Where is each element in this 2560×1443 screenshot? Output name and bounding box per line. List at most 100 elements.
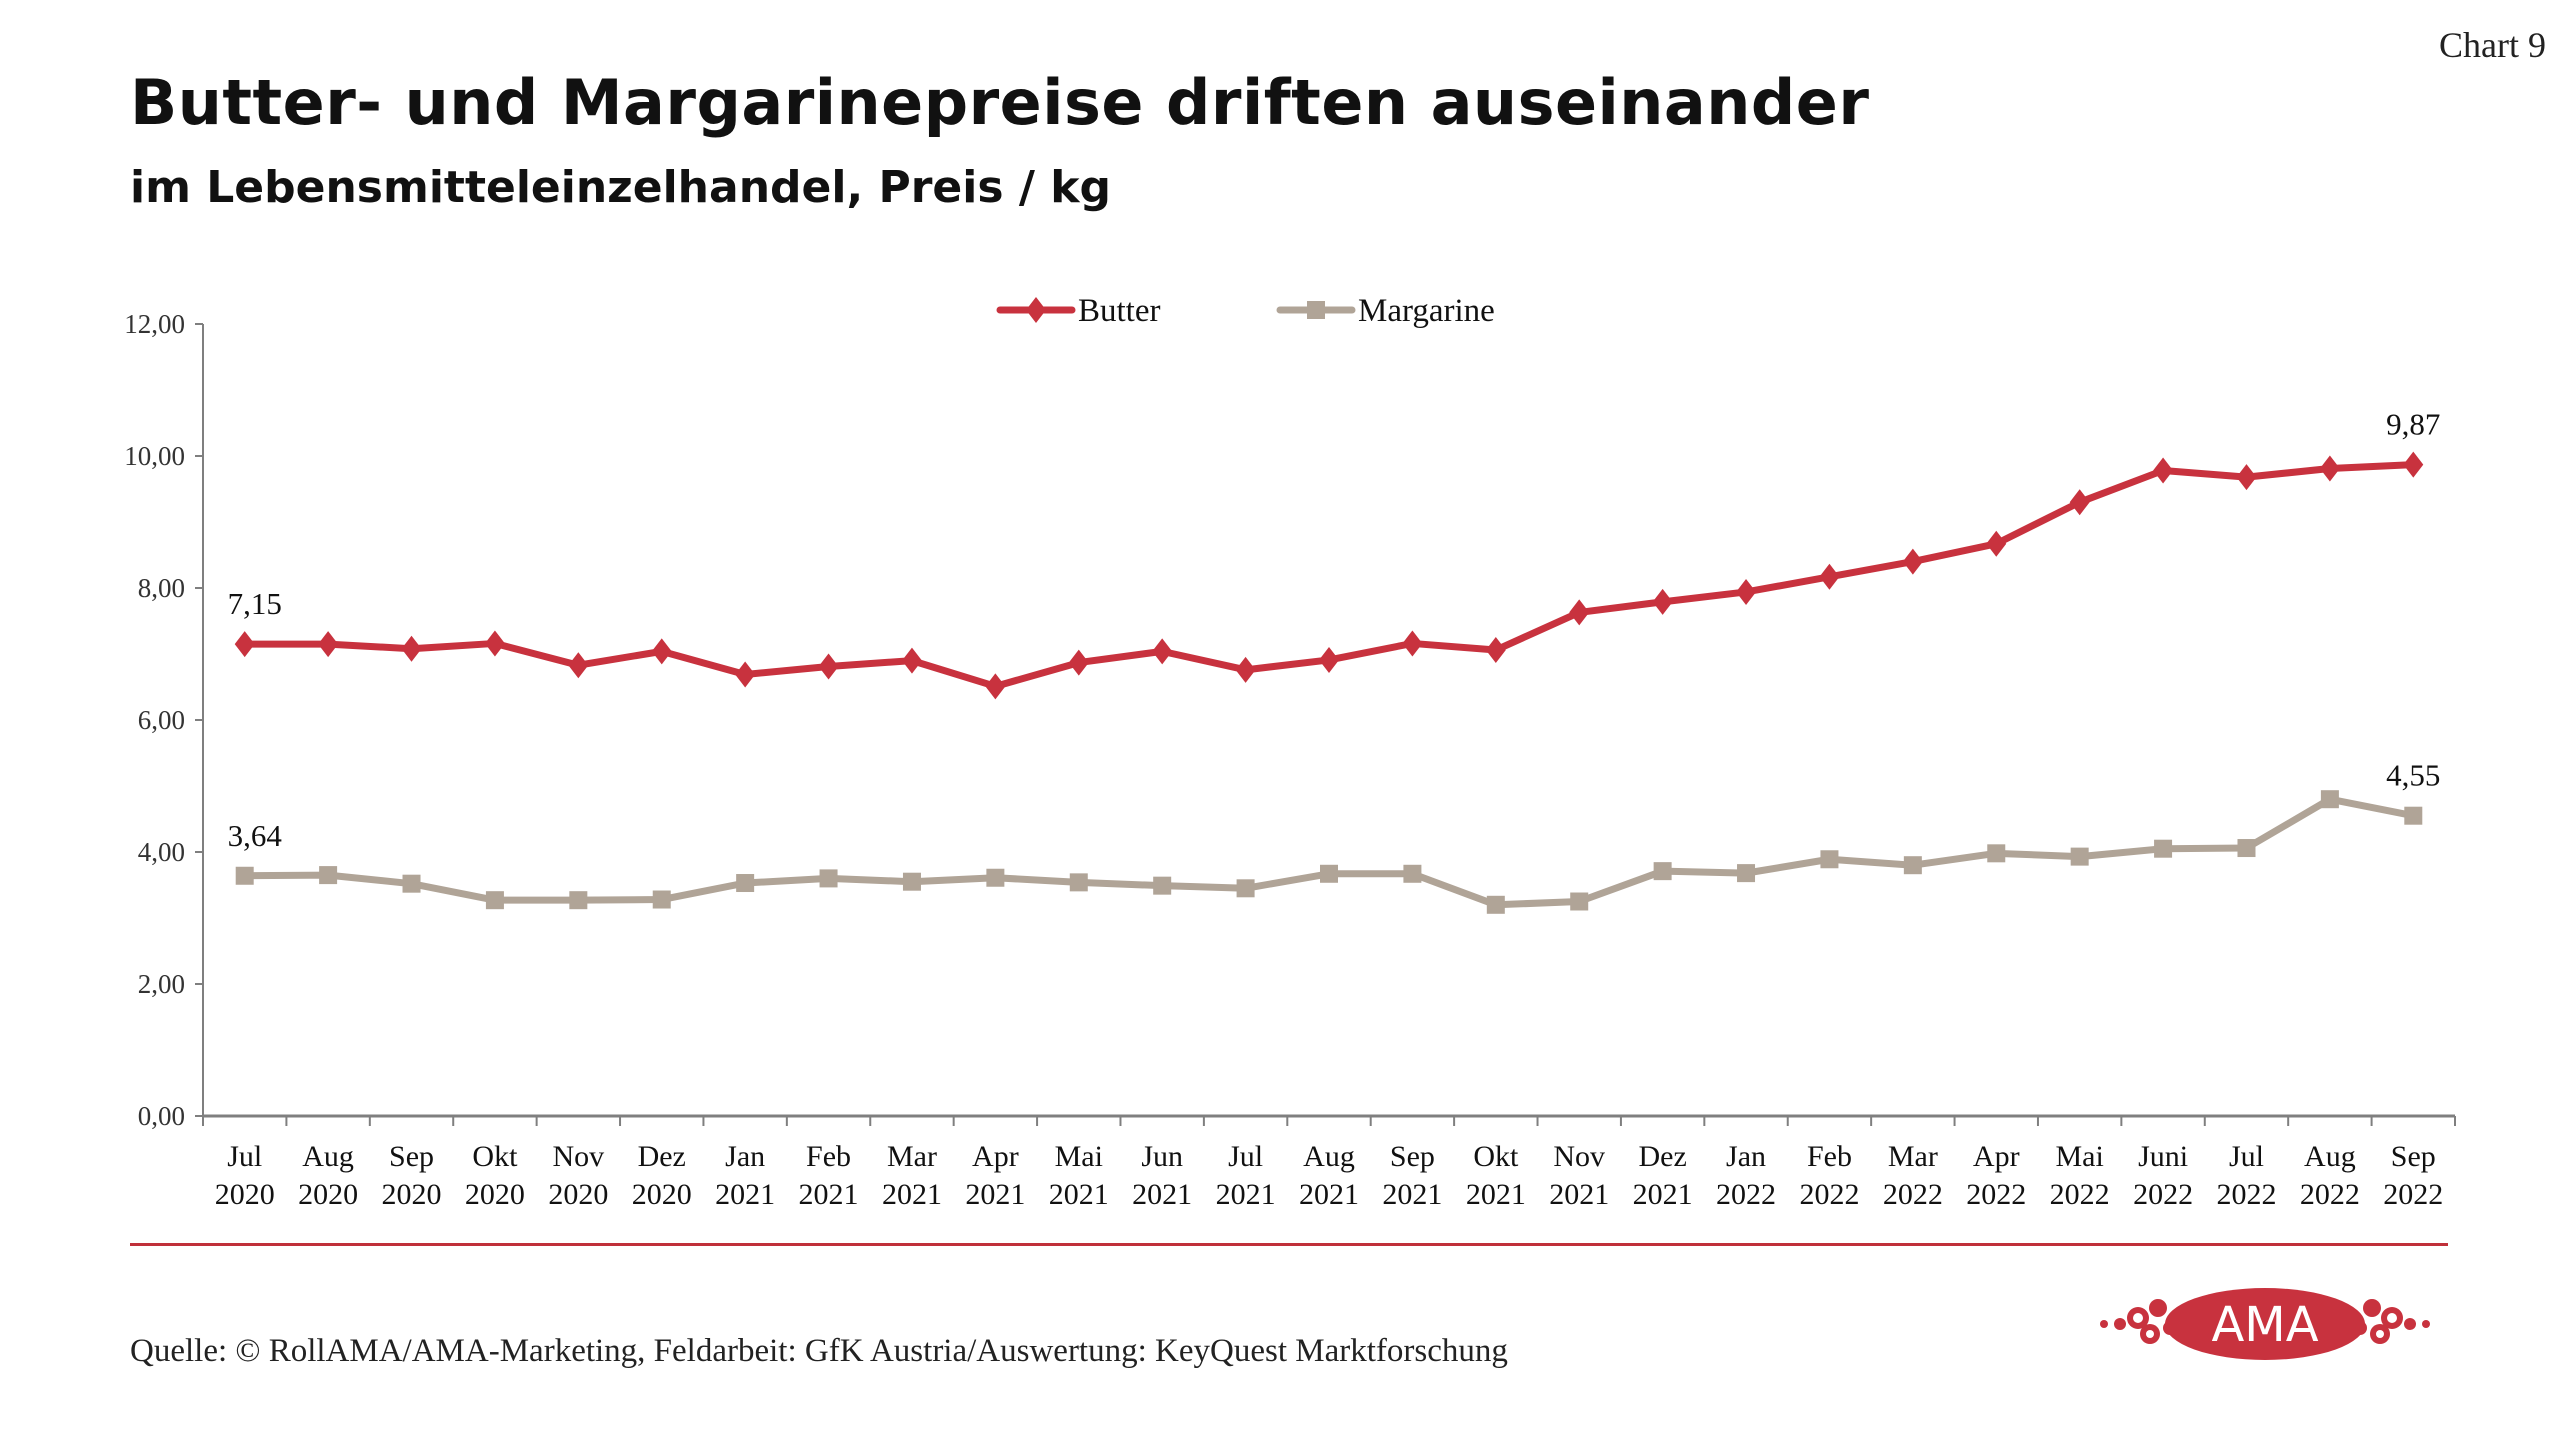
butter-point <box>1152 638 1173 665</box>
butter-point <box>1319 646 1339 673</box>
margarine-point <box>1153 876 1172 895</box>
x-tick-label-month: Nov <box>552 1140 604 1173</box>
legend: Butter Margarine <box>996 293 1495 329</box>
x-tick-label-year: 2022 <box>2133 1178 2193 1211</box>
x-tick-label-month: Jul <box>1228 1140 1263 1173</box>
margarine-point <box>1403 864 1422 883</box>
margarine-point <box>485 891 504 910</box>
butter-point <box>2236 464 2257 491</box>
butter-point <box>1485 637 1506 664</box>
x-tick-label-month: Dez <box>1638 1140 1686 1173</box>
butter-point <box>318 631 339 658</box>
x-tick-label-year: 2021 <box>1299 1178 1359 1211</box>
margarine-point <box>1737 864 1756 883</box>
butter-point <box>1902 548 1923 575</box>
footer-divider <box>130 1243 2448 1246</box>
y-tick-label: 6,00 <box>138 705 185 735</box>
x-tick-label-year: 2020 <box>465 1178 525 1211</box>
margarine-point <box>1236 879 1255 898</box>
butter-point <box>1569 599 1590 626</box>
x-tick-label-year: 2021 <box>1633 1178 1693 1211</box>
legend-label: Butter <box>1078 293 1160 329</box>
x-axis: Jul 2020 Aug 2020 Sep 2020 Okt 2020 Nov 2020 Dez 20… <box>202 1114 2456 1211</box>
data-label: 7,15 <box>228 586 282 621</box>
butter-point <box>818 653 839 680</box>
x-tick-label-month: Jun <box>1141 1140 1183 1173</box>
margarine-point <box>2404 806 2423 825</box>
butter-point <box>2069 489 2090 516</box>
margarine-point <box>235 866 254 885</box>
logo-text: AMA <box>2211 1297 2318 1353</box>
margarine-point <box>2154 839 2173 858</box>
butter-point <box>901 647 922 674</box>
x-tick-label-year: 2022 <box>2300 1178 2360 1211</box>
x-tick-label-year: 2020 <box>298 1178 358 1211</box>
x-tick-label-year: 2021 <box>965 1178 1025 1211</box>
data-label: 4,55 <box>2386 758 2440 793</box>
x-tick-label-year: 2020 <box>632 1178 692 1211</box>
butter-point <box>2403 451 2424 478</box>
x-tick-label-month: Aug <box>1303 1140 1355 1173</box>
butter-point <box>234 631 255 658</box>
legend-marker-icon <box>1307 301 1325 319</box>
x-tick-label-year: 2022 <box>1966 1178 2026 1211</box>
source-note: Quelle: © RollAMA/AMA-Marketing, Feldarb… <box>130 1333 1508 1369</box>
x-tick-label-month: Sep <box>389 1140 434 1173</box>
butter-point <box>484 630 505 657</box>
x-tick-label-month: Jul <box>227 1140 262 1173</box>
x-tick-label-month: Aug <box>2304 1140 2356 1173</box>
butter-point <box>1652 588 1673 615</box>
x-tick-label-year: 2022 <box>1799 1178 1859 1211</box>
margarine-point <box>902 872 921 891</box>
x-tick-label-year: 2021 <box>715 1178 775 1211</box>
margarine-point <box>1903 856 1922 875</box>
x-tick-label-year: 2021 <box>1049 1178 1109 1211</box>
margarine-point <box>1987 844 2006 863</box>
x-tick-label-month: Apr <box>1973 1140 2020 1173</box>
legend-marker-icon <box>1026 297 1046 323</box>
butter-point <box>401 635 422 662</box>
butter-point <box>985 673 1006 700</box>
x-tick-label-year: 2022 <box>1883 1178 1943 1211</box>
y-tick-label: 10,00 <box>124 441 185 471</box>
series-layer: 7,15 9,87 3,64 4,55 <box>228 407 2440 914</box>
margarine-point <box>569 891 588 910</box>
x-tick-label-month: Aug <box>302 1140 354 1173</box>
x-tick-label-month: Mar <box>887 1140 937 1173</box>
x-tick-label-month: Mar <box>1888 1140 1938 1173</box>
butter-point <box>1736 578 1757 605</box>
x-tick-label-month: Sep <box>2391 1140 2436 1173</box>
margarine-point <box>2237 839 2256 858</box>
x-tick-label-year: 2020 <box>382 1178 442 1211</box>
x-tick-label-year: 2021 <box>799 1178 859 1211</box>
x-tick-label-month: Jan <box>1726 1140 1766 1173</box>
x-tick-label-month: Nov <box>1553 1140 1605 1173</box>
x-tick-label-month: Jan <box>725 1140 765 1173</box>
margarine-point <box>986 868 1005 887</box>
logo-badge <box>2165 1288 2365 1360</box>
legend-label: Margarine <box>1358 293 1495 329</box>
margarine-point <box>652 890 671 909</box>
butter-point <box>2153 457 2174 484</box>
data-label: 9,87 <box>2386 407 2440 442</box>
x-tick-label-month: Sep <box>1390 1140 1435 1173</box>
x-tick-label-year: 2022 <box>2383 1178 2443 1211</box>
x-tick-label-month: Juni <box>2138 1140 2188 1173</box>
legend-item-butter: Butter <box>996 293 1160 329</box>
margarine-point <box>1069 873 1088 892</box>
butter-point <box>735 661 756 688</box>
y-tick-label: 12,00 <box>124 309 185 339</box>
margarine-point <box>1320 864 1338 883</box>
series-butter: 7,15 9,87 <box>228 407 2440 700</box>
y-tick-label: 4,00 <box>138 837 185 867</box>
butter-point <box>1819 563 1840 590</box>
x-tick-label-year: 2022 <box>1716 1178 1776 1211</box>
margarine-point <box>1486 895 1505 914</box>
margarine-point <box>1570 892 1589 911</box>
butter-point <box>2319 455 2340 482</box>
y-tick-label: 0,00 <box>138 1101 185 1131</box>
x-tick-label-month: Okt <box>1473 1140 1519 1173</box>
margarine-point <box>1653 862 1672 881</box>
x-tick-label-month: Jul <box>2229 1140 2264 1173</box>
